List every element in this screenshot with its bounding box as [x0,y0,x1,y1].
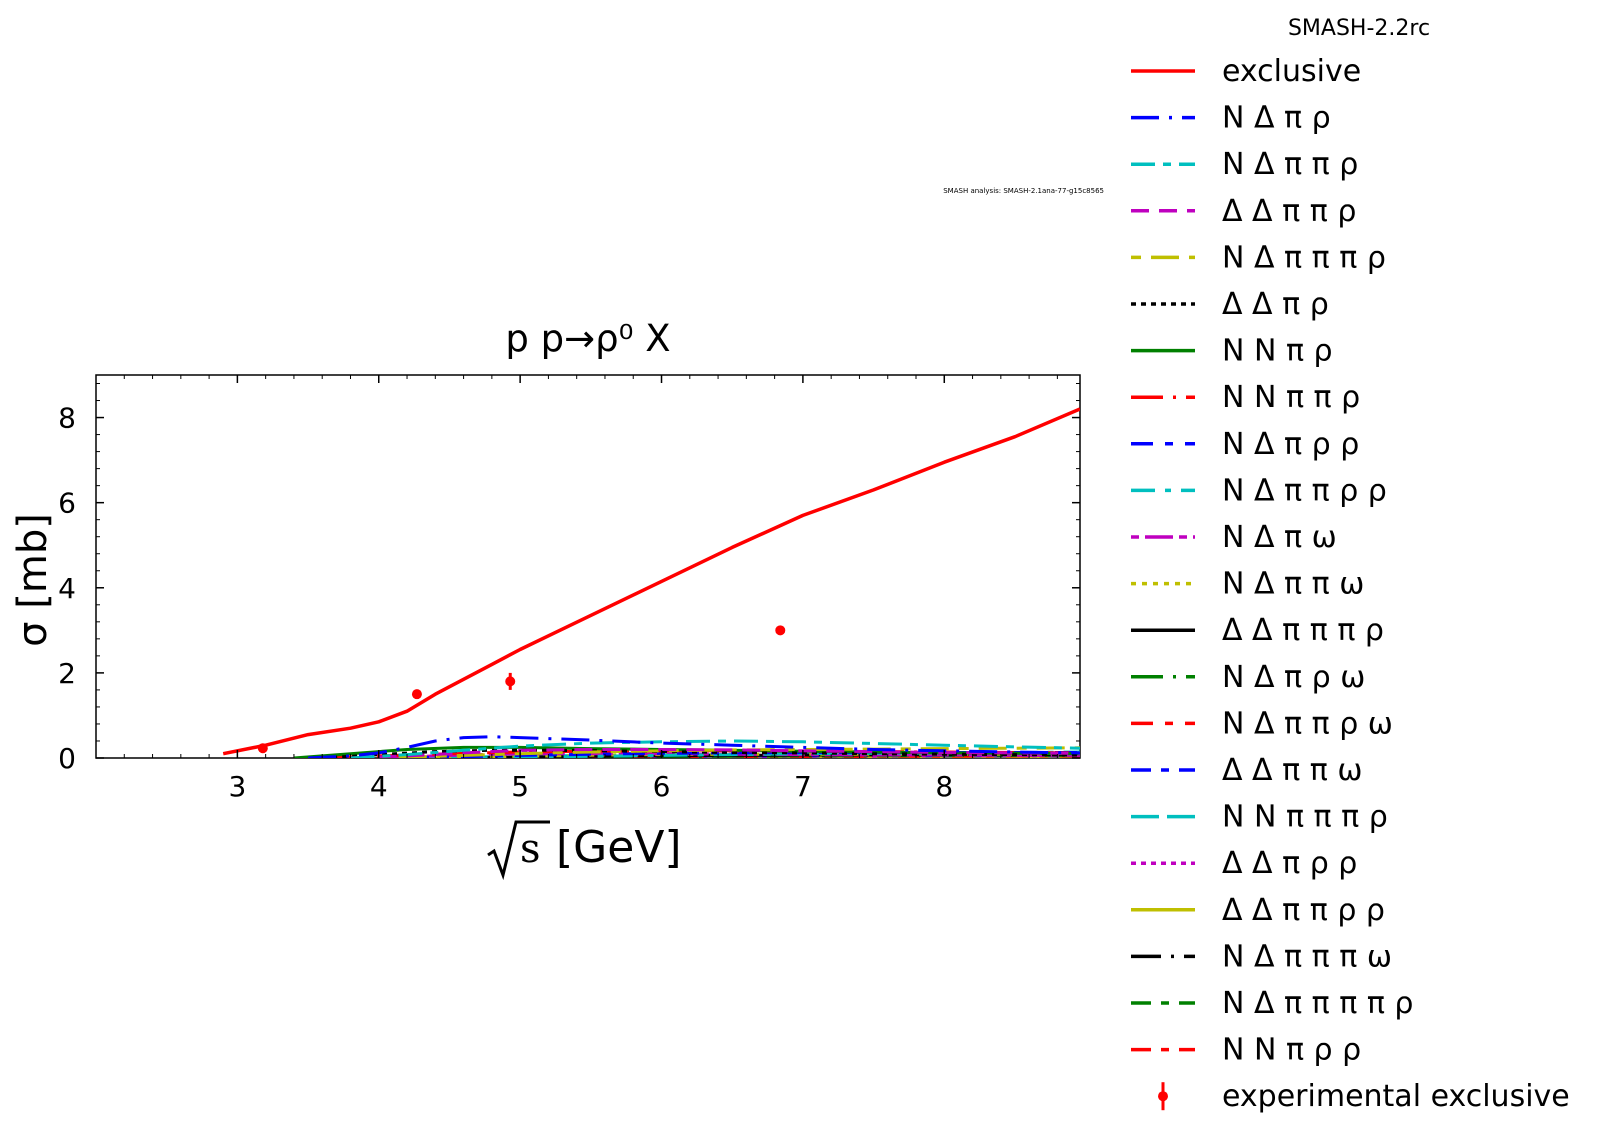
legend-label-19: N Δ π π π ω [1222,939,1392,974]
legend-label-12: Δ Δ π π π ρ [1222,613,1384,648]
series-line-3 [350,748,1080,758]
legend-label-21: N N π ρ ρ [1222,1033,1361,1068]
legend-label-2: N Δ π π ρ [1222,147,1358,182]
exp-point-2 [505,676,516,687]
y-axis-label: σ [mb] [10,513,56,647]
exp-point-0 [257,743,268,754]
series-layer [222,407,1080,758]
exp-point-3 [775,625,786,636]
legend-label-8: N Δ π ρ ρ [1222,427,1359,462]
x-tick-label-4: 7 [794,770,812,803]
legend-label-13: N Δ π ρ ω [1222,660,1365,695]
exp-point-1 [411,689,422,700]
legend-label-7: N N π π ρ [1222,380,1360,415]
legend-label-1: N Δ π ρ [1222,101,1331,136]
x-axis-label-unit: [GeV] [556,822,682,873]
legend: exclusive N Δ π ρ N Δ π π ρ Δ Δ π π ρ N Δ π … [1131,54,1570,1114]
legend-label-15: Δ Δ π π ω [1222,753,1362,788]
x-tick-label-2: 5 [511,770,529,803]
legend-label-9: N Δ π π ρ ρ [1222,473,1387,508]
chart-title: p p→ρ⁰ X [505,317,670,360]
legend-label-4: N Δ π π π ρ [1222,240,1386,275]
watermark-text: SMASH analysis: SMASH-2.1ana-77-g15c8565 [943,187,1104,195]
legend-label-3: Δ Δ π π ρ [1222,194,1356,229]
x-tick-label-1: 4 [370,770,388,803]
legend-label-17: Δ Δ π ρ ρ [1222,846,1357,881]
x-axis-label: s [GeV] [487,820,682,881]
legend-label-experimental: experimental exclusive [1222,1079,1570,1114]
sqrt-symbol [487,820,550,881]
legend-label-18: Δ Δ π π ρ ρ [1222,893,1385,928]
x-tick-label-5: 8 [935,770,953,803]
y-tick-label-4: 8 [58,402,76,435]
legend-label-0: exclusive [1222,54,1361,89]
legend-label-20: N Δ π π π π ρ [1222,986,1413,1021]
x-tick-label-3: 6 [653,770,671,803]
y-tick-label-0: 0 [58,742,76,775]
legend-label-11: N Δ π π ω [1222,567,1364,602]
legend-label-14: N Δ π π ρ ω [1222,706,1393,741]
plot-frame [95,374,1081,759]
axes-ticks: 3 4 5 6 7 8 0 2 4 6 8 [58,375,1080,803]
series-line-2 [350,739,1080,758]
version-label: SMASH-2.2rc [1288,16,1430,41]
legend-label-5: Δ Δ π ρ [1222,287,1329,322]
x-tick-label-0: 3 [228,770,246,803]
legend-label-10: N Δ π ω [1222,520,1337,555]
legend-label-6: N N π ρ [1222,334,1333,369]
legend-label-16: N N π π π ρ [1222,800,1388,835]
y-tick-label-1: 2 [58,657,76,690]
y-tick-label-2: 4 [58,572,76,605]
x-axis-label-radicand: s [520,826,541,872]
y-tick-label-3: 6 [58,487,76,520]
legend-swatch-experimental [1158,1091,1168,1102]
series-line-0 [222,407,1080,756]
experimental-points [257,625,786,754]
